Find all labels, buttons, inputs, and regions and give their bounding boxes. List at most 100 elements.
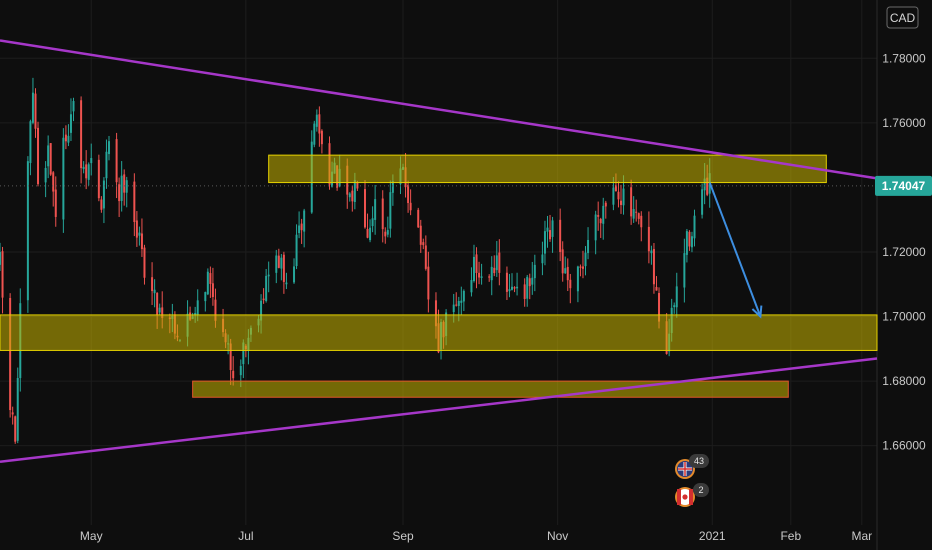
- candle-body: [0, 251, 1, 265]
- candle-body: [460, 300, 463, 303]
- candle-body: [543, 231, 546, 254]
- candle-body: [685, 231, 688, 255]
- candle-body: [295, 234, 298, 267]
- candle-body: [265, 275, 268, 301]
- candle-body: [523, 284, 526, 299]
- candle-body: [528, 278, 531, 287]
- candle-body: [72, 101, 75, 112]
- candle-body: [612, 187, 615, 205]
- candle-body: [348, 193, 351, 198]
- candle-body: [194, 312, 197, 315]
- candle-body: [427, 266, 430, 300]
- x-tick-label: Feb: [780, 529, 801, 543]
- candle-body: [85, 164, 88, 179]
- candle-body: [49, 143, 52, 175]
- candle-body: [472, 256, 475, 282]
- candle-body: [80, 100, 83, 169]
- candle-body: [262, 298, 265, 301]
- candle-body: [31, 92, 34, 123]
- candle-body: [158, 307, 161, 313]
- candle-body: [493, 267, 496, 274]
- upper-zone: [268, 154, 827, 184]
- candle-body: [417, 209, 420, 228]
- candle-body: [107, 141, 110, 155]
- candle-body: [508, 289, 511, 292]
- candle-body: [490, 266, 493, 281]
- y-tick-label: 1.72000: [882, 245, 926, 259]
- x-tick-label: May: [80, 529, 103, 543]
- candle-body: [133, 181, 136, 223]
- candle-body: [576, 266, 579, 292]
- candle-body: [675, 286, 678, 308]
- candle-body: [229, 343, 232, 371]
- currency-box[interactable]: CAD: [886, 6, 919, 29]
- candle-body: [123, 174, 126, 193]
- candle-body: [11, 412, 14, 415]
- candle-body: [526, 276, 529, 299]
- candle-body: [143, 247, 146, 278]
- candle-body: [386, 230, 389, 235]
- candle-body: [569, 279, 572, 289]
- y-tick-label: 1.66000: [882, 439, 926, 453]
- candle-body: [82, 166, 85, 170]
- candle-body: [62, 137, 65, 220]
- candle-body: [232, 370, 235, 379]
- price-axis[interactable]: 1.78000 1.76000 1.72000 1.70000 1.68000 1.660…: [882, 51, 926, 452]
- candle-body: [561, 249, 564, 274]
- candle-body: [533, 264, 536, 279]
- candle-body: [457, 300, 460, 306]
- x-tick-label: 2021: [699, 529, 726, 543]
- candle-body: [1, 251, 4, 298]
- candle-body: [239, 365, 242, 376]
- candle-body: [97, 159, 100, 199]
- candle-body: [597, 215, 600, 217]
- x-tick-label: Sep: [392, 529, 414, 543]
- x-tick-label: Nov: [547, 529, 568, 543]
- candle-body: [579, 266, 582, 268]
- candle-body: [452, 304, 455, 313]
- candle-body: [498, 252, 501, 273]
- candle-body: [637, 213, 640, 219]
- candle-body: [300, 223, 303, 231]
- candle-body: [647, 226, 650, 252]
- x-tick-label: Mar: [851, 529, 872, 543]
- candle-body: [495, 255, 498, 271]
- candle-body: [16, 378, 19, 441]
- candle-body: [564, 268, 567, 274]
- candle-body: [47, 145, 50, 167]
- candle-body: [9, 298, 12, 411]
- candle-body: [559, 219, 562, 252]
- event-badge-canada[interactable]: 2: [675, 483, 709, 507]
- projection-arrow-shaft: [708, 182, 762, 317]
- candle-body: [54, 189, 57, 217]
- candle-body: [277, 255, 280, 268]
- y-tick-label: 1.78000: [882, 51, 926, 65]
- currency-label: CAD: [890, 11, 916, 25]
- candle-body: [511, 286, 514, 290]
- candle-body: [120, 175, 123, 201]
- candle-body: [632, 209, 635, 219]
- candle-body: [422, 242, 425, 246]
- lower-zone: [192, 380, 789, 398]
- candle-body: [293, 266, 296, 283]
- candle-body: [353, 179, 356, 202]
- candle-body: [29, 121, 32, 164]
- y-tick-label: 1.68000: [882, 374, 926, 388]
- candle-body: [298, 225, 301, 234]
- candle-body: [587, 239, 590, 254]
- candle-body: [64, 134, 67, 142]
- candle-body: [584, 252, 587, 267]
- candle-body: [602, 205, 605, 224]
- candle-body: [604, 202, 607, 207]
- candle-body: [44, 167, 47, 183]
- candle-body: [384, 231, 387, 237]
- candle-body: [505, 272, 508, 292]
- candle-body: [320, 130, 323, 145]
- candle-body: [488, 276, 491, 278]
- time-axis[interactable]: May Jul Sep Nov 2021 Feb Mar: [80, 529, 872, 543]
- uk-event-count: 43: [694, 456, 704, 466]
- candle-body: [356, 182, 359, 189]
- event-badge-uk[interactable]: 43: [675, 454, 709, 479]
